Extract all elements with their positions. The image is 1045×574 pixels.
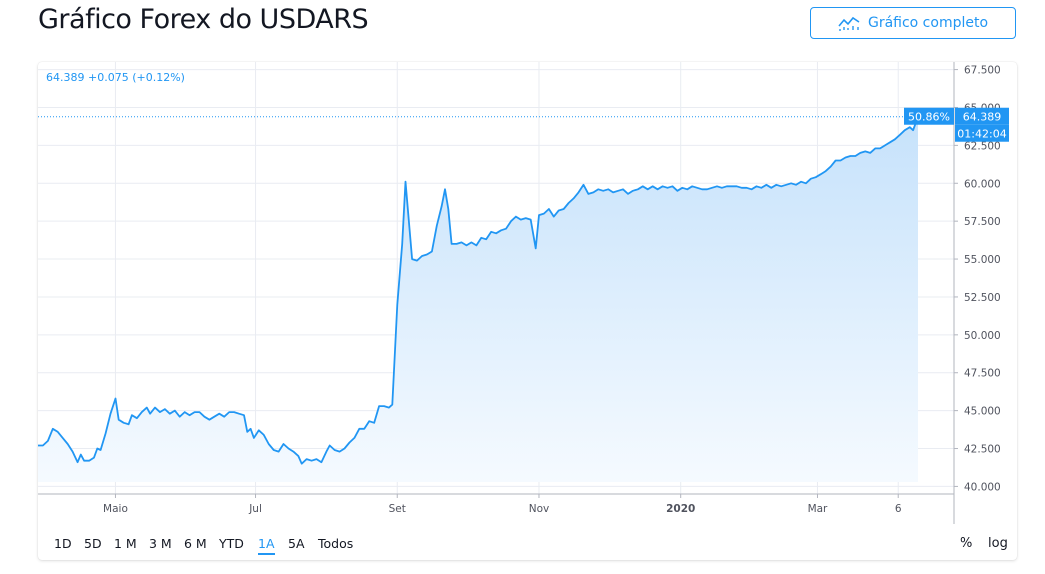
y-tick-label: 62.500 (964, 140, 1001, 152)
legend-change: +0.075 (88, 71, 129, 84)
x-tick-label: Mar (808, 503, 828, 515)
x-tick-label: Nov (529, 503, 550, 515)
range-1a[interactable]: 1A (258, 536, 275, 555)
y-tick-label: 45.000 (964, 406, 1001, 418)
x-tick-label: 6 (895, 503, 902, 515)
y-tick-label: 60.000 (964, 178, 1001, 190)
range-6m[interactable]: 6 M (184, 536, 207, 551)
series-line (38, 116, 919, 465)
y-tick-label: 42.500 (964, 444, 1001, 456)
last-price-tag-text: 64.389 (963, 111, 1002, 124)
y-tick-label: 67.500 (964, 65, 1001, 77)
range-toolbar: 1D 5D 1 M 3 M 6 M YTD 1A 5A Todos % log (38, 528, 1017, 560)
range-5a[interactable]: 5A (288, 536, 305, 551)
range-ytd[interactable]: YTD (219, 536, 244, 551)
legend-price: 64.389 (46, 71, 85, 84)
range-1d[interactable]: 1D (54, 536, 72, 551)
change-pct-tag-text: 50.86% (908, 111, 950, 124)
x-tick-label: Maio (103, 503, 128, 515)
percent-scale-button[interactable]: % (960, 536, 973, 551)
range-1m[interactable]: 1 M (114, 536, 137, 551)
countdown-tag-text: 01:42:04 (957, 128, 1006, 141)
range-todos[interactable]: Todos (318, 536, 354, 551)
full-chart-button[interactable]: Gráfico completo (810, 7, 1016, 39)
price-legend: 64.389 +0.075 (+0.12%) (46, 71, 185, 84)
y-tick-label: 57.500 (964, 216, 1001, 228)
range-3m[interactable]: 3 M (149, 536, 172, 551)
chart-widget: 40.000 42.500 45.000 47.500 50.000 52.500 55.0… (38, 62, 1017, 560)
x-tick-label: 2020 (666, 503, 695, 515)
y-tick-label: 47.500 (964, 368, 1001, 380)
x-tick-label: Set (389, 503, 406, 515)
log-scale-button[interactable]: log (988, 536, 1008, 551)
y-tick-label: 55.000 (964, 254, 1001, 266)
legend-change-pct: (+0.12%) (132, 71, 185, 84)
change-pct-tag (904, 107, 954, 125)
chart-canvas[interactable]: 40.000 42.500 45.000 47.500 50.000 52.500 55.0… (38, 62, 1017, 528)
y-tick-label: 52.500 (964, 292, 1001, 304)
chart-line-icon (838, 15, 860, 31)
full-chart-label: Gráfico completo (867, 15, 989, 31)
last-price-tag (955, 107, 1009, 125)
y-tick-label: 40.000 (964, 481, 1001, 493)
countdown-tag (955, 124, 1009, 142)
x-tick-label: Jul (248, 503, 262, 515)
range-5d[interactable]: 5D (84, 536, 102, 551)
y-tick-label: 50.000 (964, 330, 1001, 342)
page-title: Gráfico Forex do USDARS (38, 4, 369, 35)
series-area (38, 116, 918, 482)
